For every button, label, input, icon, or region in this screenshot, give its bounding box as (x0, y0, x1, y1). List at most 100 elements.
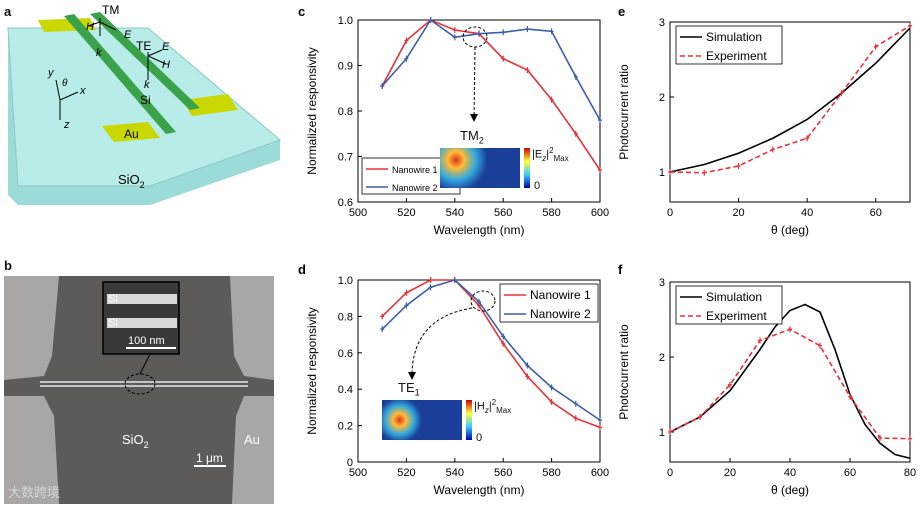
label-au: Au (124, 127, 139, 141)
label-theta: θ (62, 78, 68, 89)
y-tick-label-f: 2 (659, 352, 665, 364)
panel-label-d: d (298, 262, 306, 277)
y-axis-label-f: Photocurrent ratio (617, 324, 631, 420)
tm2-colorbar-zero: 0 (534, 180, 541, 192)
y-tick-label-e: 2 (659, 92, 665, 104)
legend-entry-c-1: Nanowire 2 (392, 183, 438, 193)
y-tick-label-f: 3 (659, 277, 665, 289)
label-sem-sio2: SiO (122, 432, 144, 447)
y-tick-label-d: 1.0 (338, 275, 353, 287)
tm2-field-map (440, 148, 520, 188)
plot-frame-d (357, 279, 601, 463)
label-k1: k (96, 47, 102, 59)
y-tick-label-e: 3 (659, 17, 665, 29)
panel-label-b: b (4, 258, 12, 273)
label-inset-scale: 100 nm (128, 335, 165, 347)
x-axis-label-c: Wavelength (nm) (434, 223, 525, 237)
si-nanowire-1 (64, 14, 176, 134)
y-tick-label-c: 1.0 (338, 15, 353, 27)
series-line-d-0 (381, 279, 601, 429)
x-tick-label-c: 540 (446, 207, 464, 219)
x-tick-label-f: 20 (724, 467, 736, 479)
label-e2: E (162, 41, 170, 53)
legend-box-e (675, 25, 783, 65)
x-tick-label-c: 520 (397, 207, 415, 219)
au-electrode-tl (4, 276, 59, 380)
au-pad-bl (102, 122, 160, 142)
y-axis-label-d: Normalized responsivity (305, 307, 319, 434)
svg-text:SiO2: SiO2 (118, 172, 145, 190)
y-tick-label-d: 0.6 (338, 348, 353, 360)
label-h2: H (162, 59, 170, 71)
legend-box-f (675, 285, 783, 325)
te1-colorbar-label: |Hz|2Max (474, 398, 512, 415)
label-h1: H (86, 21, 94, 33)
x-tick-label-f: 80 (904, 467, 916, 479)
x-tick-label-d: 540 (446, 467, 464, 479)
y-tick-label-d: 0.8 (338, 311, 353, 323)
annotation-circle-d (470, 290, 496, 312)
annotation-arrow-d (411, 307, 473, 377)
legend-entry-e-0: Simulation (706, 30, 762, 44)
legend-entry-d-0: Nanowire 1 (530, 288, 591, 302)
y-tick-label-c: 0.9 (338, 61, 353, 73)
y-tick-label-f: 1 (659, 427, 665, 439)
x-axis-label-d: Wavelength (nm) (434, 483, 525, 497)
axis-x-label: x (79, 85, 86, 97)
te1-colorbar-zero: 0 (476, 432, 483, 444)
au-electrode-br (232, 396, 274, 504)
annotation-arrowhead-c (470, 114, 478, 122)
tm2-label: TM2 (460, 128, 484, 146)
series-line-e-0 (669, 27, 911, 173)
series-line-e-1 (669, 25, 911, 174)
watermark: 大数跨境 (8, 486, 61, 501)
annotation-arrowhead-d (408, 372, 416, 380)
x-tick-label-e: 60 (870, 207, 882, 219)
panel-label-a: a (4, 4, 12, 19)
legend-entry-f-1: Experiment (706, 309, 767, 323)
label-si-1: Si (108, 293, 118, 305)
label-sem-sio2-sub: 2 (144, 440, 149, 450)
x-tick-label-e: 20 (732, 207, 744, 219)
tm2-mode-inset (440, 148, 580, 194)
panel-label-c: c (298, 4, 305, 19)
x-tick-label-f: 0 (667, 467, 673, 479)
si-nanowire-2 (90, 12, 200, 110)
legend-entry-e-1: Experiment (706, 49, 767, 63)
x-tick-label-f: 60 (844, 467, 856, 479)
x-tick-label-d: 600 (591, 467, 609, 479)
y-tick-label-e: 1 (659, 167, 665, 179)
svg-text:SiO2: SiO2 (122, 432, 149, 450)
x-axis-label-e: θ (deg) (771, 223, 809, 237)
te1-colorbar (466, 400, 472, 440)
chart-c: c 500 520 540 560 580 600 0.6 0.7 0.8 0.9 1.0 Wavele… (298, 4, 609, 237)
y-tick-label-c: 0.6 (338, 197, 353, 209)
series-line-c-0 (381, 19, 601, 171)
legend-entry-d-1: Nanowire 2 (530, 307, 591, 321)
annotation-circle-c (462, 26, 488, 48)
y-tick-label-d: 0.2 (338, 421, 353, 433)
x-tick-label-c: 600 (591, 207, 609, 219)
series-line-c-1 (381, 18, 601, 121)
axis-z-label: z (63, 119, 70, 131)
x-tick-label-c: 500 (349, 207, 367, 219)
chart-f: f 0 20 40 60 80 1 2 3 θ (deg) Photocurrent ratio Si… (617, 262, 916, 497)
label-si: Si (140, 93, 151, 107)
y-tick-label-c: 0.7 (338, 152, 353, 164)
au-electrode-bl (4, 396, 59, 504)
series-line-f-0 (669, 303, 911, 460)
label-scale: 1 μm (196, 451, 223, 465)
panel-label-f: f (618, 262, 623, 277)
chart-e: e 0 20 40 60 1 2 3 θ (deg) Photocurrent ratio Simu… (617, 4, 912, 237)
label-sem-au: Au (244, 432, 260, 447)
series-line-f-1 (669, 328, 911, 440)
label-sio2-sub: 2 (140, 180, 145, 190)
x-axis-label-f: θ (deg) (771, 483, 809, 497)
label-k2: k (144, 79, 150, 91)
x-tick-label-d: 580 (542, 467, 560, 479)
au-electrode-tr (230, 276, 274, 380)
x-tick-label-d: 500 (349, 467, 367, 479)
au-pad-br (182, 94, 238, 116)
te1-mode-inset (382, 400, 522, 446)
x-tick-label-f: 40 (784, 467, 796, 479)
